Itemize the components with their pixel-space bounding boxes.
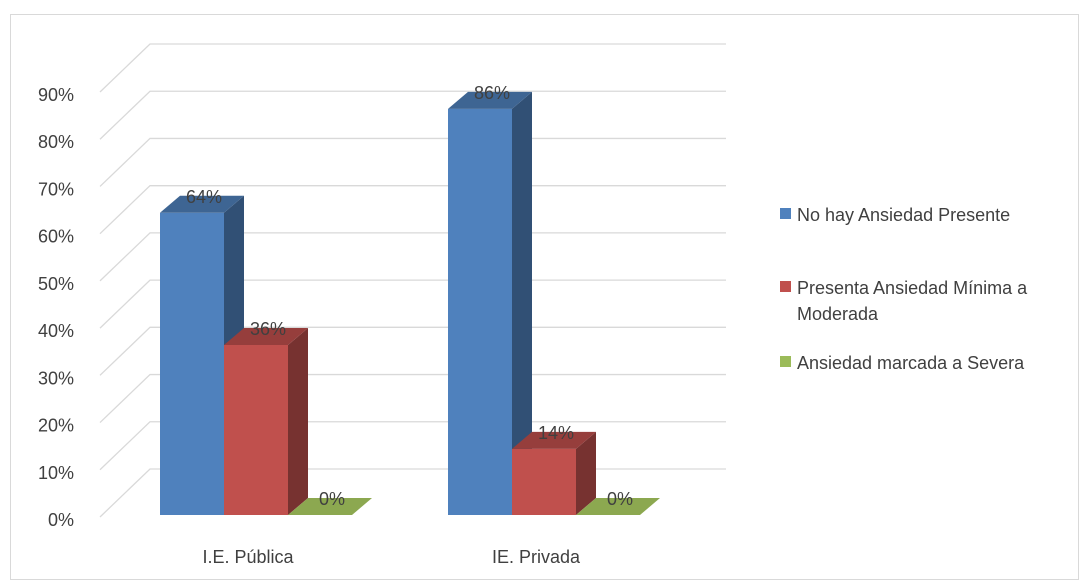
y-tick-label: 90% <box>38 85 74 105</box>
gridline <box>99 373 726 424</box>
bar <box>288 498 372 515</box>
y-tick-label: 20% <box>38 416 74 436</box>
legend-swatch <box>780 208 791 219</box>
gridline <box>99 185 726 235</box>
legend-item: No hay Ansiedad Presente <box>780 205 1010 225</box>
x-axis-ticks: I.E. Pública IE. Privada <box>202 547 581 567</box>
gridline <box>99 43 726 93</box>
bar <box>224 328 308 515</box>
bar <box>448 91 532 515</box>
y-tick-label: 70% <box>38 179 74 199</box>
legend-item: Ansiedad marcada a Severa <box>780 353 1025 373</box>
data-label: 64% <box>186 187 222 207</box>
data-label: 86% <box>474 83 510 103</box>
y-tick-label: 50% <box>38 274 74 294</box>
x-tick-label: IE. Privada <box>492 547 581 567</box>
legend-label: No hay Ansiedad Presente <box>797 205 1010 225</box>
legend-item: Presenta Ansiedad Mínima a Moderada <box>780 278 1028 324</box>
y-tick-label: 60% <box>38 227 74 247</box>
gridline <box>99 90 726 140</box>
y-tick-label: 0% <box>48 510 74 530</box>
legend: No hay Ansiedad Presente Presenta Ansieda… <box>780 205 1028 373</box>
y-tick-label: 30% <box>38 368 74 388</box>
data-label: 36% <box>250 319 286 339</box>
data-labels: 64% 36% 0% 86% 14% 0% <box>186 83 633 509</box>
bars <box>160 91 660 515</box>
data-label: 14% <box>538 423 574 443</box>
legend-label: Ansiedad marcada a Severa <box>797 353 1025 373</box>
gridline <box>99 421 726 471</box>
x-tick-label: I.E. Pública <box>202 547 294 567</box>
gridline <box>99 137 726 187</box>
legend-swatch <box>780 356 791 367</box>
gridline <box>99 279 726 329</box>
y-axis-ticks: 0% 10% 20% 30% 40% 50% 60% 70% 80% 90% <box>38 85 74 530</box>
legend-swatch <box>780 281 791 292</box>
bar <box>576 498 660 515</box>
y-tick-label: 10% <box>38 463 74 483</box>
bar <box>512 431 596 515</box>
data-label: 0% <box>319 489 345 509</box>
gridline <box>99 326 726 376</box>
y-tick-label: 80% <box>38 132 74 152</box>
y-tick-label: 40% <box>38 321 74 341</box>
data-label: 0% <box>607 489 633 509</box>
gridline <box>99 232 726 282</box>
legend-label: Presenta Ansiedad Mínima a Moderada <box>797 278 1028 324</box>
